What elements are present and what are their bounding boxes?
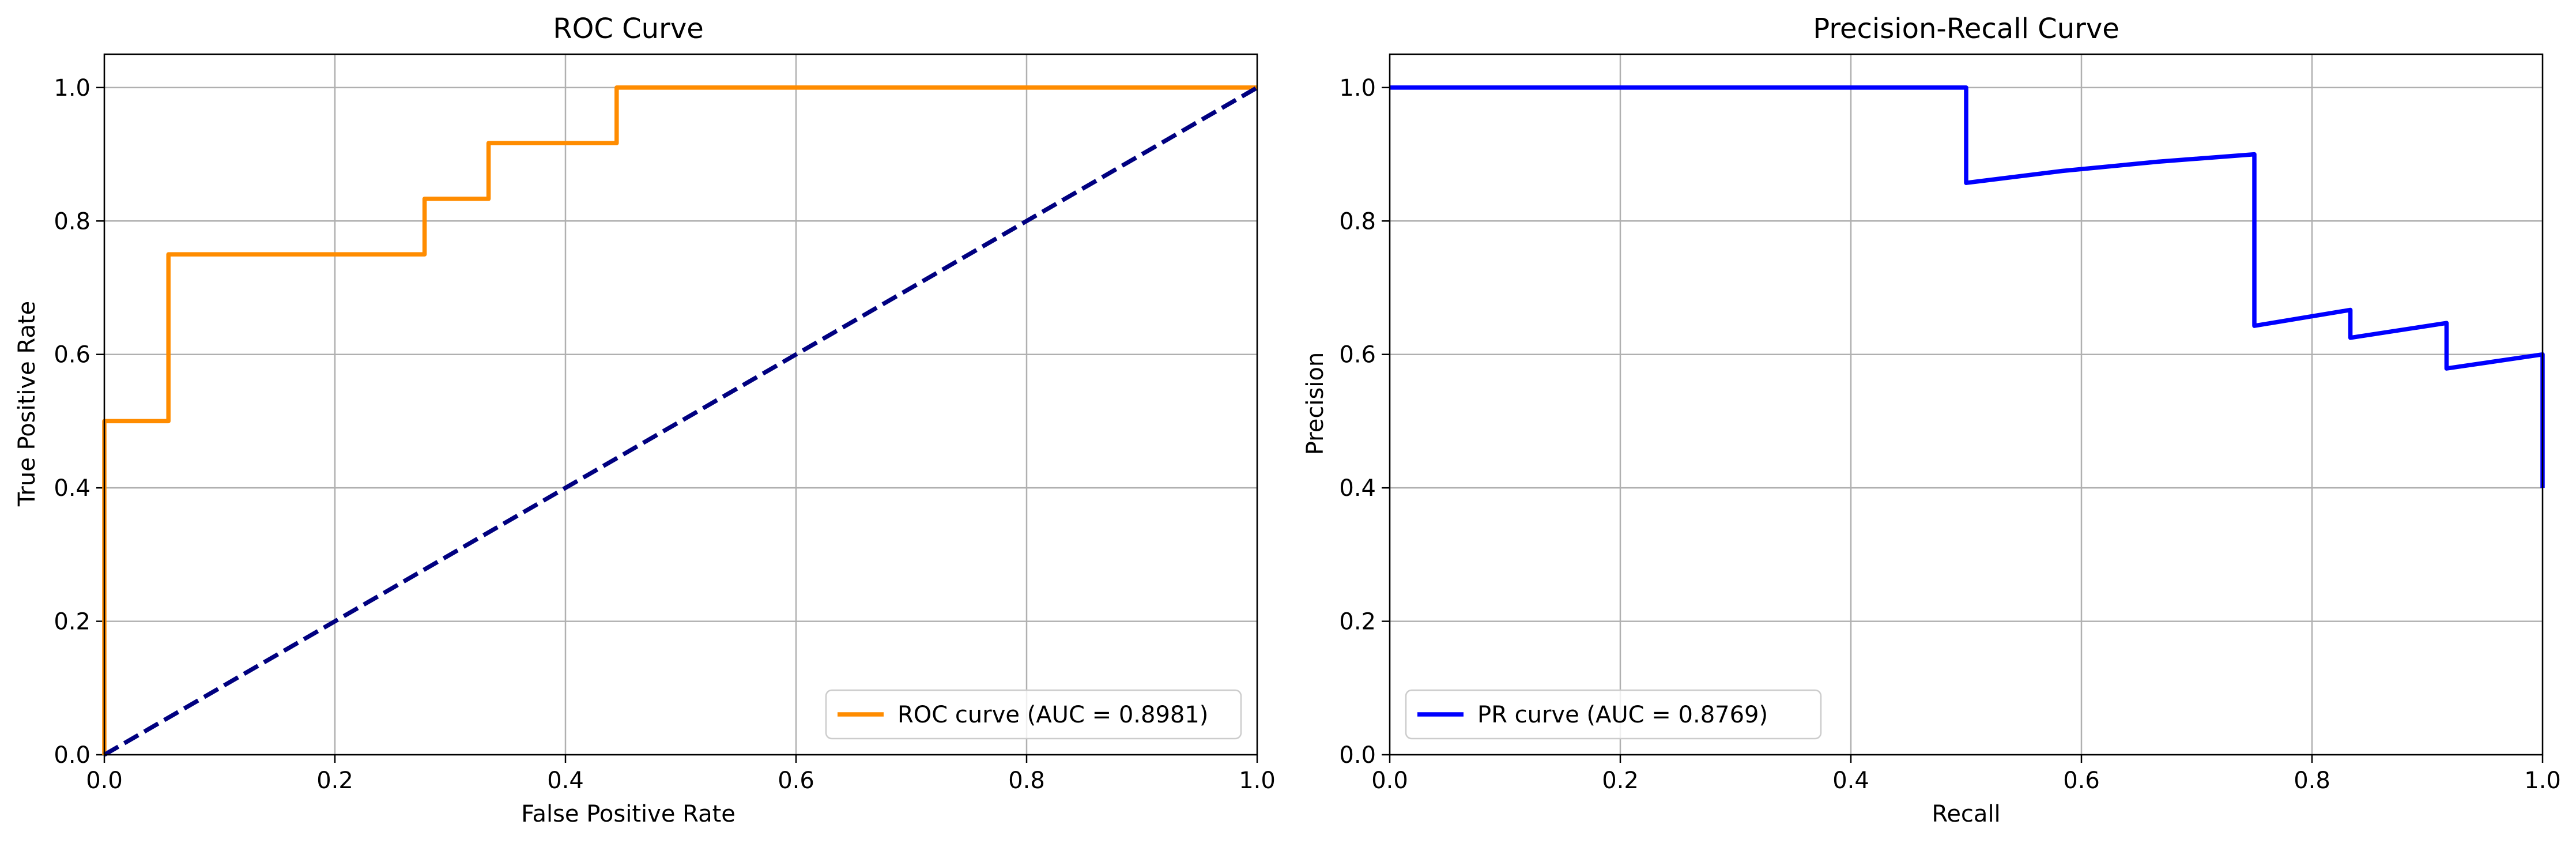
pr-y-tick-label: 0.4: [1339, 475, 1376, 502]
roc-x-tick-label: 0.8: [1008, 767, 1045, 794]
roc-x-tick-label: 0.4: [547, 767, 584, 794]
pr-legend: PR curve (AUC = 0.8769): [1405, 689, 1822, 740]
roc-y-axis-label: True Positive Rate: [14, 301, 40, 507]
pr-chart: Precision-Recall Curve Recall Precision …: [1302, 13, 2561, 827]
roc-series-group: [102, 85, 1258, 757]
pr-x-tick-label: 0.8: [2294, 767, 2330, 794]
roc-chart: ROC Curve False Positive Rate True Posit…: [14, 13, 1276, 827]
pr-y-tick-label: 0.6: [1339, 342, 1376, 368]
roc-grid: [103, 54, 1258, 756]
pr-y-tick-label: 0.8: [1339, 208, 1376, 235]
roc-curve-line: [102, 85, 1257, 755]
pr-legend-box: [1405, 689, 1822, 740]
roc-x-tick-label: 0.6: [778, 767, 814, 794]
roc-x-axis-label: False Positive Rate: [521, 801, 736, 827]
roc-axes-frame: [103, 53, 1258, 756]
roc-legend: ROC curve (AUC = 0.8981): [825, 689, 1242, 740]
roc-chance-line: [103, 85, 1258, 757]
pr-x-tick-label: 1.0: [2524, 767, 2561, 794]
roc-y-tick-label: 0.8: [54, 208, 90, 235]
roc-y-tick-label: 0.6: [54, 342, 90, 368]
roc-y-tick-label: 0.0: [54, 742, 90, 769]
pr-legend-label: PR curve (AUC = 0.8769): [1477, 702, 1768, 728]
pr-y-tick-label: 0.2: [1339, 609, 1376, 635]
pr-x-tick-label: 0.2: [1602, 767, 1639, 794]
roc-x-tick-label: 0.2: [316, 767, 353, 794]
pr-x-tick-label: 0.0: [1371, 767, 1408, 794]
pr-y-tick-label: 1.0: [1339, 75, 1376, 101]
roc-legend-box: [825, 689, 1242, 740]
pr-curve-line: [1390, 85, 2545, 488]
roc-chart-title: ROC Curve: [553, 13, 704, 45]
pr-x-axis-label: Recall: [1932, 801, 2000, 827]
pr-x-tick-label: 0.4: [1832, 767, 1869, 794]
pr-y-axis-label: Precision: [1302, 352, 1329, 455]
roc-y-tick-label: 1.0: [54, 75, 90, 101]
pr-axes-frame: [1389, 53, 2544, 756]
pr-x-tick-label: 0.6: [2063, 767, 2100, 794]
pr-series-group: [1390, 85, 2545, 488]
roc-x-tick-label: 1.0: [1239, 767, 1276, 794]
pr-ticks: 0.0 0.2 0.4 0.6 0.8 1.0 0.0 0.2 0.4 0.6 0.8 1.0: [1339, 75, 2560, 794]
pr-chart-title: Precision-Recall Curve: [1813, 13, 2119, 45]
roc-y-tick-label: 0.4: [54, 475, 90, 502]
roc-x-tick-label: 0.0: [86, 767, 123, 794]
pr-y-tick-label: 0.0: [1339, 742, 1376, 769]
roc-legend-label: ROC curve (AUC = 0.8981): [897, 702, 1208, 728]
roc-ticks: 0.0 0.2 0.4 0.6 0.8 1.0 0.0 0.2 0.4 0.6 0.8 1.0: [54, 75, 1275, 794]
roc-y-tick-label: 0.2: [54, 609, 90, 635]
